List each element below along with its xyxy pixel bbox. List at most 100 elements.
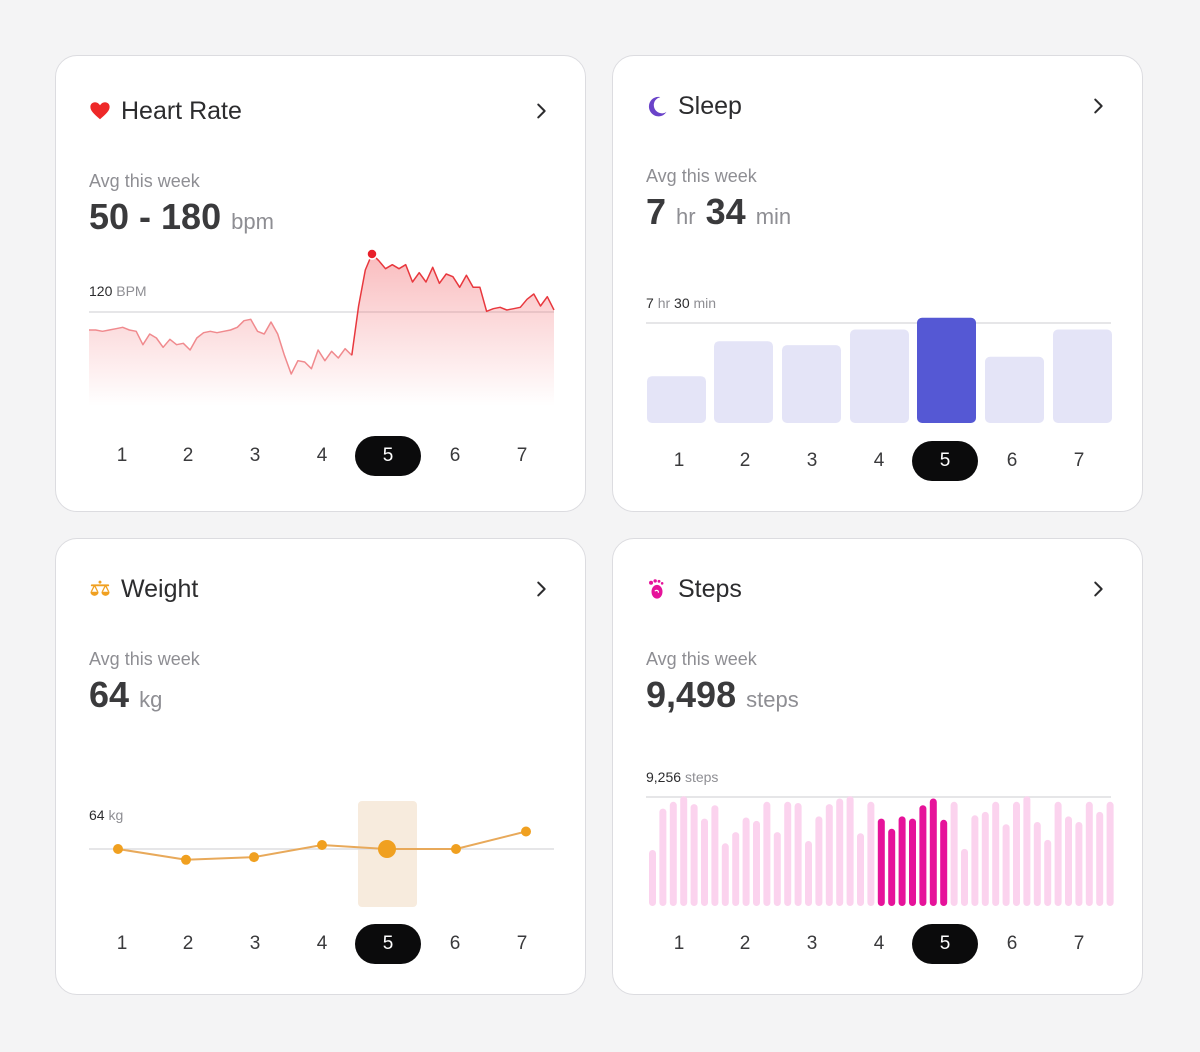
weight-value: 64 kg bbox=[89, 674, 162, 716]
sleep-value: 7 hr 34 min bbox=[646, 191, 791, 233]
sleep-hours: 7 bbox=[646, 191, 667, 232]
steps-bar-selected bbox=[940, 819, 948, 906]
steps-bar bbox=[815, 816, 823, 906]
heart-rate-day-selector: 1 2 3 4 5 6 7 bbox=[89, 436, 555, 476]
steps-bar bbox=[857, 833, 864, 906]
day-5-selected[interactable]: 5 bbox=[355, 924, 421, 964]
weight-number: 64 bbox=[89, 674, 130, 715]
sleep-bar-day-6 bbox=[985, 356, 1044, 423]
day-1[interactable]: 1 bbox=[673, 933, 685, 954]
weight-header[interactable]: Weight bbox=[89, 569, 552, 609]
chevron-right-icon[interactable] bbox=[1087, 95, 1109, 117]
day-3[interactable]: 3 bbox=[249, 933, 261, 954]
heart-rate-area bbox=[89, 254, 554, 406]
sleep-ref-hours-unit: hr bbox=[657, 295, 671, 311]
sleep-reference-label: 7 hr 30 min bbox=[646, 295, 716, 311]
weight-point-day-4 bbox=[317, 840, 327, 850]
steps-title: Steps bbox=[678, 574, 742, 603]
steps-bar bbox=[846, 796, 854, 906]
chevron-right-icon[interactable] bbox=[1087, 578, 1109, 600]
day-6[interactable]: 6 bbox=[449, 445, 461, 466]
steps-bar bbox=[763, 801, 771, 906]
sleep-hours-unit: hr bbox=[676, 204, 696, 229]
sleep-header[interactable]: Sleep bbox=[646, 86, 1109, 126]
heart-rate-avg-label: Avg this week bbox=[89, 171, 200, 191]
steps-bar bbox=[1065, 816, 1072, 906]
heart-rate-line bbox=[351, 253, 555, 356]
steps-number: 9,498 bbox=[646, 674, 737, 715]
day-1[interactable]: 1 bbox=[673, 450, 685, 471]
steps-bar bbox=[1075, 822, 1083, 906]
chevron-right-icon[interactable] bbox=[530, 100, 552, 122]
weight-avg-label: Avg this week bbox=[89, 649, 200, 669]
weight-card[interactable]: Weight Avg this week 64 kg 64 kg 1 2 3 4 5 6 7 bbox=[55, 538, 586, 995]
steps-bar bbox=[836, 798, 844, 906]
day-1[interactable]: 1 bbox=[116, 933, 128, 954]
steps-bar bbox=[1023, 796, 1031, 906]
steps-bar bbox=[669, 801, 677, 906]
day-5-selected[interactable]: 5 bbox=[355, 436, 421, 476]
heart-rate-unit: bpm bbox=[231, 209, 274, 234]
day-4[interactable]: 4 bbox=[873, 933, 885, 954]
day-2[interactable]: 2 bbox=[739, 933, 751, 954]
steps-bar bbox=[794, 803, 802, 906]
day-4[interactable]: 4 bbox=[873, 450, 885, 471]
day-3[interactable]: 3 bbox=[806, 933, 818, 954]
sleep-ref-minutes-unit: min bbox=[693, 295, 717, 311]
steps-bar bbox=[1033, 822, 1041, 906]
steps-reference-label: 9,256 steps bbox=[646, 769, 718, 785]
day-2[interactable]: 2 bbox=[182, 933, 194, 954]
heart-rate-chart bbox=[89, 248, 555, 406]
steps-chart bbox=[646, 796, 1114, 906]
steps-bar bbox=[1096, 811, 1104, 906]
day-5-selected[interactable]: 5 bbox=[912, 924, 978, 964]
day-6[interactable]: 6 bbox=[1006, 933, 1018, 954]
steps-bar bbox=[1054, 801, 1062, 906]
sleep-minutes-unit: min bbox=[755, 204, 792, 229]
moon-icon bbox=[648, 96, 667, 117]
sleep-bar-day-1 bbox=[647, 376, 706, 423]
heart-rate-reference-label: 120 BPM bbox=[89, 283, 147, 299]
heart-rate-range: 50 - 180 bbox=[89, 196, 222, 237]
heart-rate-ref-unit: BPM bbox=[116, 283, 147, 299]
day-3[interactable]: 3 bbox=[249, 445, 261, 466]
steps-bar bbox=[784, 801, 792, 906]
chevron-right-icon[interactable] bbox=[530, 578, 552, 600]
steps-bar bbox=[659, 808, 667, 906]
steps-header[interactable]: Steps bbox=[646, 569, 1109, 609]
day-1[interactable]: 1 bbox=[116, 445, 128, 466]
steps-bar bbox=[1085, 801, 1093, 906]
day-7[interactable]: 7 bbox=[516, 445, 528, 466]
day-2[interactable]: 2 bbox=[182, 445, 194, 466]
steps-card[interactable]: Steps Avg this week 9,498 steps 9,256 st… bbox=[612, 538, 1143, 995]
heart-rate-header[interactable]: Heart Rate bbox=[89, 91, 552, 131]
weight-unit: kg bbox=[139, 687, 163, 712]
steps-bar-selected bbox=[929, 798, 937, 906]
steps-bar-selected bbox=[877, 818, 885, 906]
steps-bar bbox=[773, 832, 781, 906]
heart-rate-ref-value: 120 bbox=[89, 283, 113, 299]
day-4[interactable]: 4 bbox=[316, 933, 328, 954]
steps-bar-selected bbox=[909, 818, 916, 906]
day-7[interactable]: 7 bbox=[1073, 933, 1085, 954]
steps-bar bbox=[711, 805, 719, 906]
day-5-selected[interactable]: 5 bbox=[912, 441, 978, 481]
weight-point-day-5-selected bbox=[378, 840, 396, 858]
day-3[interactable]: 3 bbox=[806, 450, 818, 471]
day-6[interactable]: 6 bbox=[449, 933, 461, 954]
sleep-chart bbox=[646, 317, 1112, 423]
sleep-bar-day-2 bbox=[714, 341, 773, 423]
sleep-card[interactable]: Sleep Avg this week 7 hr 34 min 7 hr 30 … bbox=[612, 55, 1143, 512]
heart-rate-peak-point bbox=[366, 248, 378, 260]
day-4[interactable]: 4 bbox=[316, 445, 328, 466]
day-6[interactable]: 6 bbox=[1006, 450, 1018, 471]
steps-bar bbox=[721, 843, 729, 906]
day-2[interactable]: 2 bbox=[739, 450, 751, 471]
weight-reference-label: 64 kg bbox=[89, 807, 123, 823]
steps-unit: steps bbox=[746, 687, 799, 712]
sleep-bar-day-3 bbox=[782, 345, 841, 423]
day-7[interactable]: 7 bbox=[1073, 450, 1085, 471]
steps-bar bbox=[742, 817, 750, 906]
heart-rate-card[interactable]: Heart Rate Avg this week 50 - 180 bpm 12… bbox=[55, 55, 586, 512]
day-7[interactable]: 7 bbox=[516, 933, 528, 954]
